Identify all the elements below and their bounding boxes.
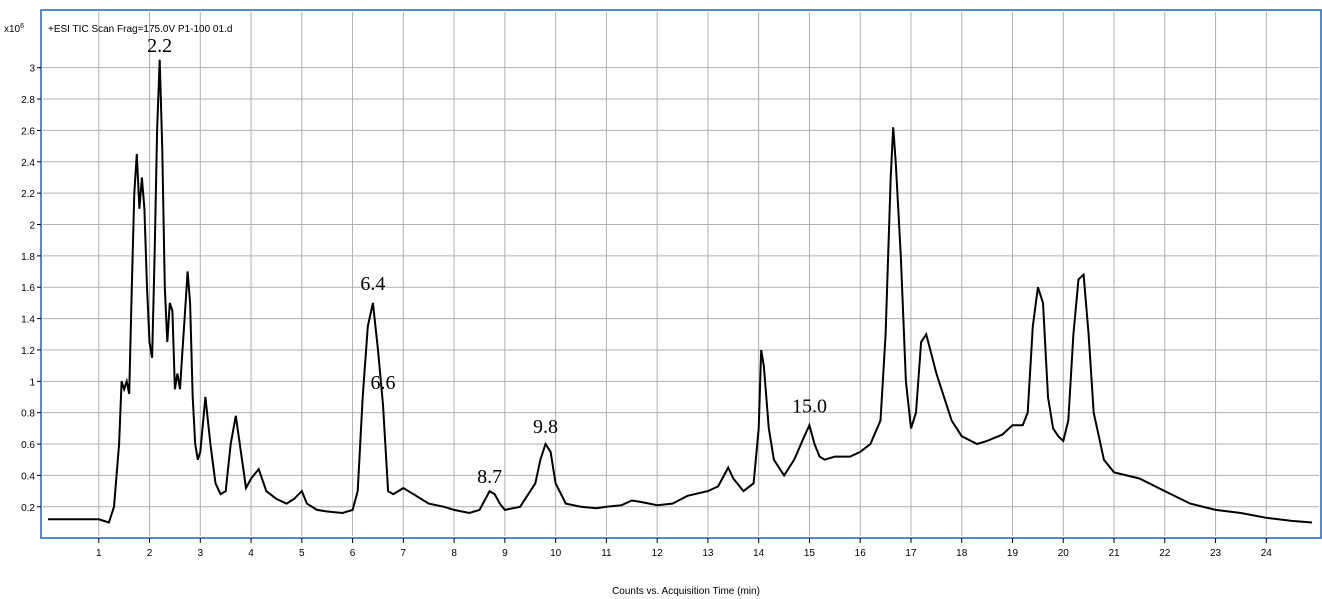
x-tick-label: 2 [147,548,153,559]
y-tick-label: 1.4 [21,315,35,326]
y-axis: 0.2 0.4 0.6 0.8 1 1.2 1.4 1.6 1.8 2 2.2 2.4 2.6 2.8 3 [21,64,41,514]
x-tick-label: 3 [198,548,204,559]
y-tick-label: 2.2 [21,189,35,200]
y-tick-label: 0.6 [21,440,35,451]
x-tick-label: 6 [350,548,356,559]
x-tick-label: 4 [248,548,254,559]
y-tick-label: 1.8 [21,252,35,263]
x-tick-label: 17 [905,548,917,559]
y-tick-label: 0.8 [21,409,35,420]
x-tick-label: 19 [1007,548,1019,559]
x-tick-label: 10 [550,548,562,559]
x-tick-label: 20 [1058,548,1070,559]
peak-annotation: 15.0 [792,396,827,418]
x-tick-label: 9 [502,548,508,559]
x-tick-label: 15 [804,548,816,559]
x-tick-label: 16 [855,548,867,559]
x-tick-label: 18 [956,548,968,559]
y-tick-label: 0.2 [21,503,35,514]
x-axis: 1 2 3 4 5 6 7 8 9 10 11 12 13 14 15 16 17 18 19 20 21 22 23 24 [96,538,1272,559]
y-tick-label: 1.2 [21,346,35,357]
y-axis-multiplier: x106 [4,23,24,35]
x-tick-label: 1 [96,548,102,559]
x-tick-label: 12 [652,548,664,559]
x-axis-label: Counts vs. Acquisition Time (min) [612,586,760,597]
tic-series-line [48,59,1313,524]
x-tick-label: 11 [601,548,612,559]
peak-annotation: 6.4 [360,273,385,295]
x-tick-label: 14 [753,548,765,559]
peak-annotation: 9.8 [533,416,558,438]
annotations: 2.2 6.4 6.6 8.7 9.8 15.0 [147,35,827,488]
y-tick-label: 3 [29,64,35,75]
peak-annotation: 2.2 [147,35,172,57]
y-tick-label: 0.4 [21,471,35,482]
plot-frame [40,9,1322,539]
y-tick-label: 2.4 [21,158,35,169]
chart-title: +ESI TIC Scan Frag=175.0V P1-100 01.d [48,24,232,35]
y-tick-label: 2.6 [21,126,35,137]
x-tick-label: 21 [1108,548,1120,559]
x-tick-label: 24 [1261,548,1273,559]
grid-lines [43,12,1319,536]
y-tick-label: 2 [29,221,35,232]
y-tick-label: 1 [29,377,35,388]
x-tick-label: 8 [451,548,457,559]
x-tick-label: 5 [299,548,305,559]
x-tick-label: 22 [1159,548,1171,559]
y-tick-label: 1.6 [21,283,35,294]
x-tick-label: 23 [1210,548,1222,559]
peak-annotation: 8.7 [477,466,502,488]
x-tick-label: 13 [702,548,714,559]
x-tick-label: 7 [401,548,407,559]
peak-annotation: 6.6 [371,372,396,394]
y-tick-label: 2.8 [21,95,35,106]
